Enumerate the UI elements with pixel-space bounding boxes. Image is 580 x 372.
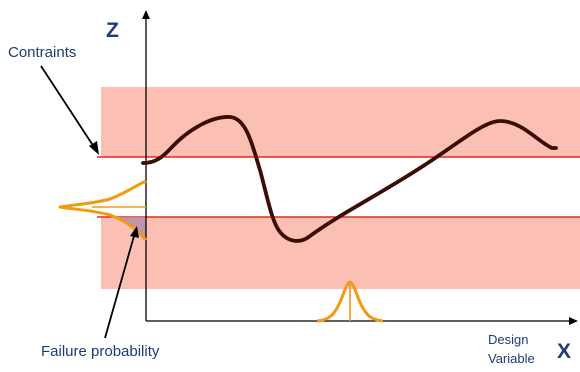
- x-axis-arrowhead: [569, 317, 578, 325]
- design-variable-line1: Design: [488, 332, 529, 347]
- lower-constraint-band: [101, 217, 580, 289]
- z-axis-arrowhead: [142, 10, 150, 19]
- design-variable-line2: Variable: [488, 351, 535, 366]
- z-axis-label: Z: [106, 19, 119, 42]
- failure-probability-arrowhead: [130, 226, 139, 238]
- design-variable-label: Design Variable: [488, 330, 535, 368]
- constraints-label: Contraints: [8, 44, 77, 61]
- z-distribution-curve: [58, 179, 148, 242]
- response-curve: [141, 115, 558, 243]
- constraints-arrow: [40, 65, 95, 148]
- failure-probability-arrow: [104, 235, 135, 339]
- x-axis-label: X: [557, 340, 572, 363]
- x-distribution-curve: [316, 280, 384, 323]
- constraints-arrowhead: [89, 141, 99, 155]
- failure-probability-area: [113, 217, 146, 240]
- failure-probability-label: Failure probability: [41, 343, 160, 360]
